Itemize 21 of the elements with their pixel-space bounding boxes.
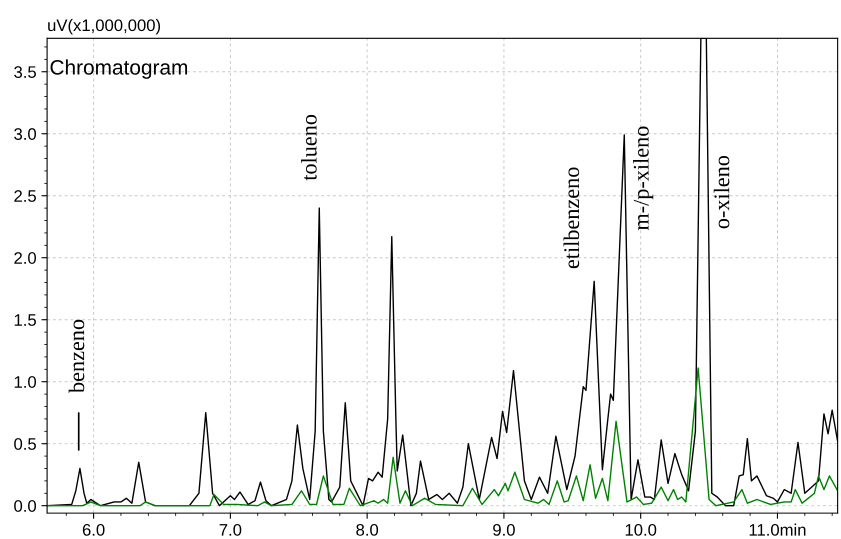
y-axis-title: uV(x1,000,000) — [48, 18, 160, 34]
x-tick-label: 7.0 — [220, 524, 242, 536]
annotation: etilbenzeno — [564, 167, 580, 268]
y-tick-label: 2.5 — [14, 190, 36, 202]
y-tick-label: 3.5 — [14, 66, 36, 78]
x-tick-label: 8.0 — [356, 524, 378, 536]
y-tick-label: 0.0 — [14, 500, 36, 512]
annotation: o-xileno — [714, 156, 730, 228]
x-tick-label: 9.0 — [493, 524, 515, 536]
annotation: m-/p-xileno — [633, 126, 654, 230]
x-tick-label: 6.0 — [82, 524, 105, 536]
x-tick-label: 11.0min — [750, 524, 806, 536]
x-tick-label: 10.0 — [626, 524, 656, 536]
text: Chromatogram — [50, 59, 188, 79]
y-tick-label: 1.5 — [14, 314, 36, 326]
y-tick-label: 1.0 — [14, 376, 36, 388]
annotation: benzeno — [68, 320, 84, 393]
y-tick-label: 3.0 — [14, 128, 36, 140]
y-tick-label: 0.5 — [14, 438, 36, 450]
y-tick-label: 2.0 — [14, 252, 36, 264]
annotation: tolueno — [301, 114, 317, 181]
